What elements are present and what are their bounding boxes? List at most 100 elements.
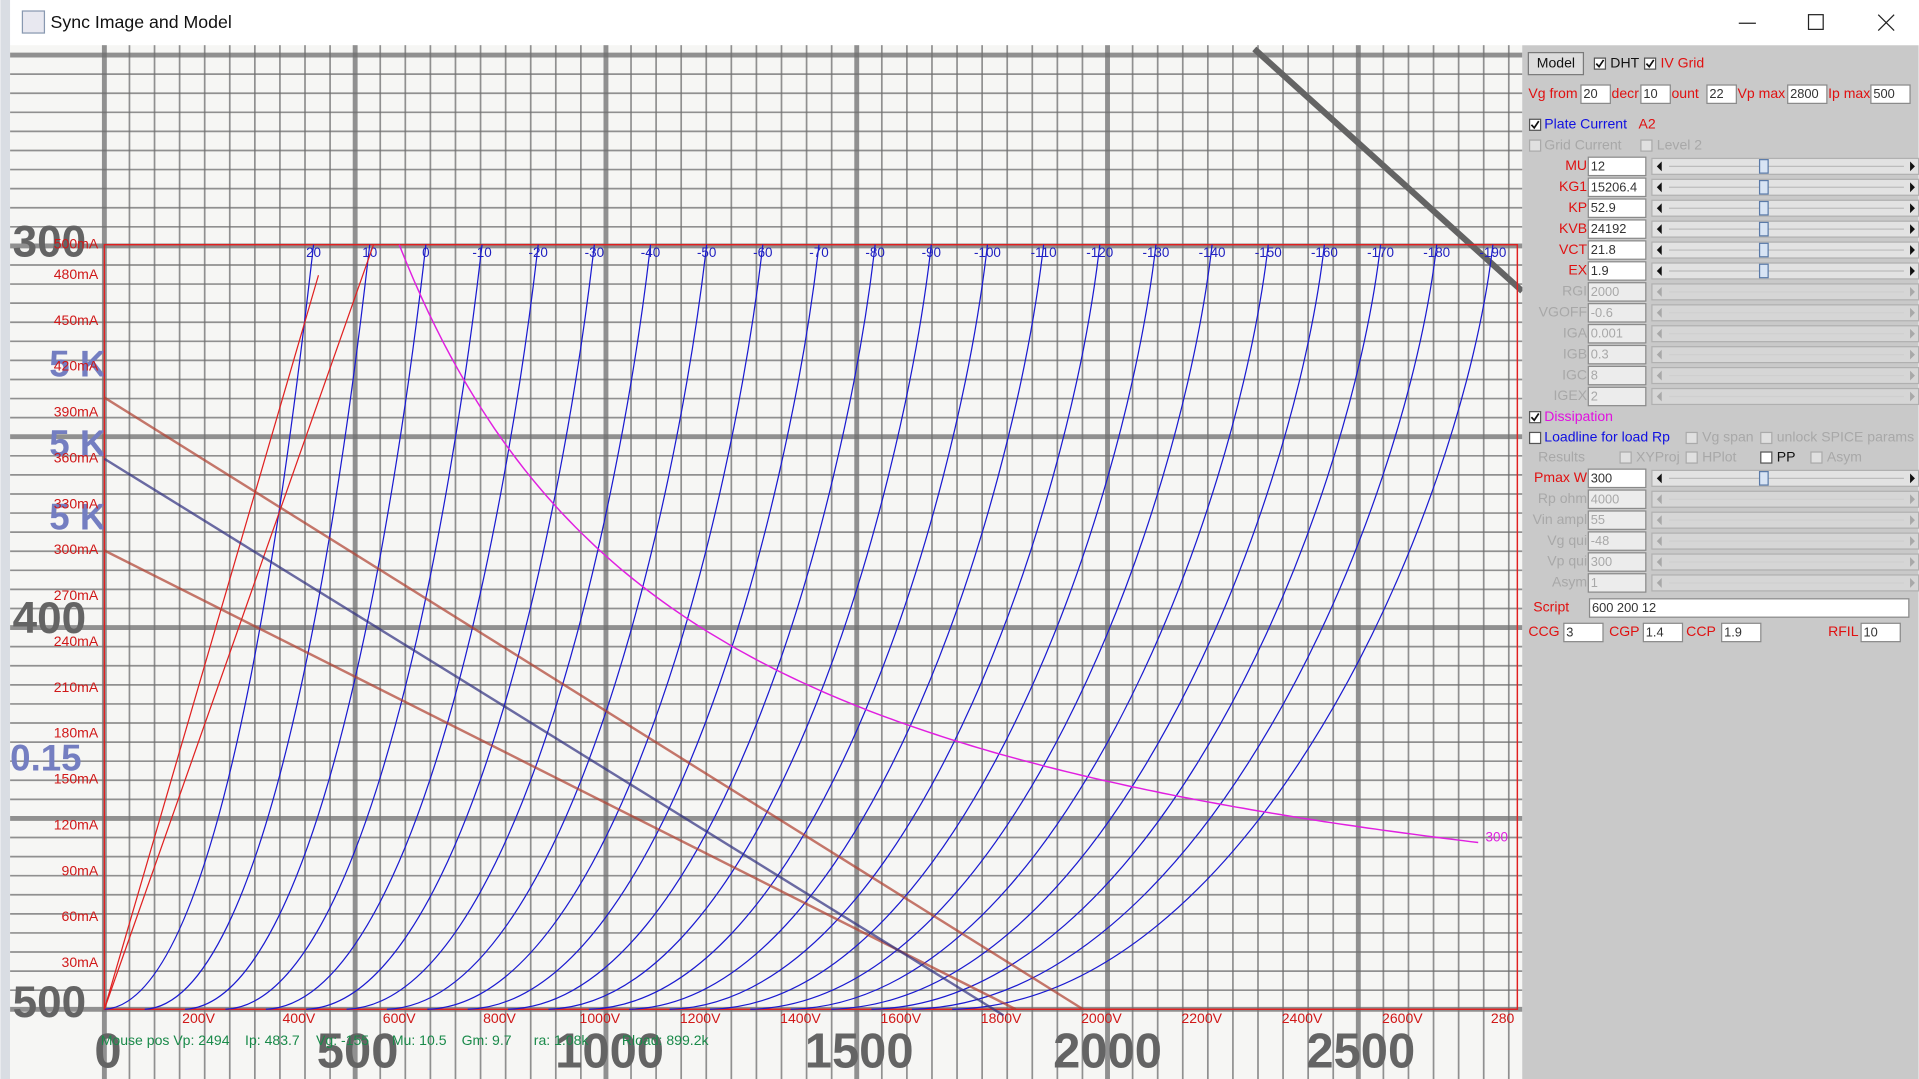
slider-arrow: [1910, 161, 1915, 172]
checkbox[interactable]: [1640, 139, 1653, 152]
text-field[interactable]: [1587, 489, 1647, 510]
label: A2: [1638, 116, 1655, 132]
maximize-button[interactable]: [1807, 14, 1824, 30]
label: ount: [1671, 85, 1698, 101]
label: Vg qui: [1547, 532, 1587, 548]
text-field[interactable]: [1587, 510, 1647, 530]
slider-arrow: [1656, 182, 1662, 193]
text-field[interactable]: [1587, 303, 1647, 323]
text-field[interactable]: [1587, 282, 1647, 302]
text-field[interactable]: [1721, 622, 1762, 643]
checkbox[interactable]: [1528, 411, 1542, 424]
text-field[interactable]: [1642, 622, 1684, 643]
slider-thumb[interactable]: [1758, 200, 1769, 216]
model-button[interactable]: [1527, 51, 1585, 76]
label: RFIL: [1828, 623, 1859, 639]
slider-thumb[interactable]: [1758, 263, 1769, 279]
characteristic-curve: [588, 244, 989, 1010]
text-field[interactable]: [1587, 552, 1647, 572]
checkbox[interactable]: [1528, 118, 1542, 131]
slider-thumb[interactable]: [1758, 179, 1769, 195]
checkbox[interactable]: [1619, 451, 1632, 464]
text-field[interactable]: [1587, 177, 1647, 198]
checkbox[interactable]: [1528, 139, 1542, 152]
checkbox[interactable]: [1685, 431, 1698, 445]
x-tick-label: 1000V: [580, 1010, 621, 1026]
characteristic-curve: [346, 244, 652, 1010]
characteristic-curve: [427, 244, 764, 1010]
slider-arrow: [1656, 224, 1662, 235]
checkbox[interactable]: [1760, 451, 1773, 464]
checkmark: [1530, 120, 1540, 130]
curve-label: -20: [528, 245, 547, 260]
text-field[interactable]: [1787, 84, 1828, 104]
field-value: -0.6: [1591, 305, 1613, 320]
checkmark: [1595, 59, 1605, 69]
field-value: 8: [1591, 368, 1598, 383]
label: Asym: [1827, 448, 1862, 464]
curve-label: -40: [641, 245, 660, 260]
slider-thumb[interactable]: [1758, 470, 1769, 486]
slider-arrow: [1656, 536, 1662, 546]
checkbox[interactable]: [1760, 431, 1773, 445]
field-value: 22: [1709, 86, 1723, 101]
text-field[interactable]: [1587, 386, 1647, 407]
label: IV Grid: [1660, 54, 1704, 70]
slider-arrow: [1656, 391, 1662, 402]
checkbox[interactable]: [1685, 451, 1698, 464]
curve-label: -160: [1311, 245, 1338, 260]
slider-thumb[interactable]: [1758, 159, 1769, 174]
scan-label: 500: [317, 1024, 399, 1078]
text-field[interactable]: [1860, 622, 1901, 643]
text-field[interactable]: [1587, 323, 1647, 344]
characteristic-curve: [144, 244, 371, 1010]
y-tick-label: 390mA: [54, 404, 99, 420]
close-button[interactable]: [1877, 14, 1895, 32]
field-value: 20: [1583, 86, 1597, 101]
characteristic-curve: [467, 244, 820, 1010]
label: decr: [1612, 85, 1640, 101]
slider-thumb[interactable]: [1758, 221, 1769, 237]
text-field[interactable]: [1587, 198, 1647, 219]
y-tick-label: 450mA: [54, 312, 99, 328]
text-field[interactable]: [1587, 219, 1647, 239]
checkbox[interactable]: [1643, 57, 1657, 70]
field-value: 4000: [1591, 491, 1620, 506]
label: unlock SPICE params: [1777, 429, 1914, 445]
text-field[interactable]: [1706, 84, 1737, 104]
load-line: [103, 549, 1017, 1011]
text-field[interactable]: [1587, 468, 1647, 489]
status-text: Mu: 10.5: [392, 1032, 447, 1048]
checkbox[interactable]: [1528, 431, 1542, 445]
text-field[interactable]: [1587, 240, 1647, 260]
curve-label: -10: [472, 245, 491, 260]
label: KVB: [1559, 220, 1587, 236]
characteristic-curve: [709, 244, 1157, 1010]
y-tick-label: 210mA: [54, 679, 99, 695]
curve-label: -120: [1086, 245, 1113, 260]
status-text: Mouse pos Vp: 2494: [101, 1032, 230, 1048]
text-field[interactable]: [1870, 84, 1911, 104]
text-field[interactable]: [1587, 531, 1647, 551]
text-field[interactable]: [1587, 573, 1647, 593]
text-field[interactable]: [1587, 365, 1647, 386]
text-field[interactable]: [1563, 622, 1604, 643]
text-field[interactable]: [1640, 84, 1671, 104]
characteristic-curve: [185, 244, 427, 1010]
field-value: 0.3: [1591, 347, 1609, 362]
text-field[interactable]: [1588, 598, 1910, 618]
label: Grid Current: [1544, 136, 1621, 152]
text-field[interactable]: [1587, 261, 1647, 281]
curve-label: -110: [1031, 245, 1057, 260]
slider-thumb[interactable]: [1758, 242, 1769, 258]
text-field[interactable]: [1587, 156, 1647, 177]
status-text: Vg: -155: [316, 1032, 369, 1048]
text-field[interactable]: [1580, 84, 1611, 104]
checkbox[interactable]: [1593, 57, 1607, 70]
text-field[interactable]: [1587, 344, 1647, 365]
label: HPlot: [1702, 448, 1736, 464]
slider-arrow: [1910, 266, 1915, 276]
checkbox[interactable]: [1810, 451, 1823, 464]
slider-arrow: [1910, 349, 1915, 360]
